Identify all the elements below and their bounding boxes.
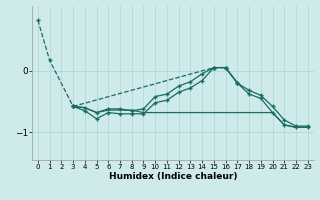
X-axis label: Humidex (Indice chaleur): Humidex (Indice chaleur): [108, 172, 237, 181]
